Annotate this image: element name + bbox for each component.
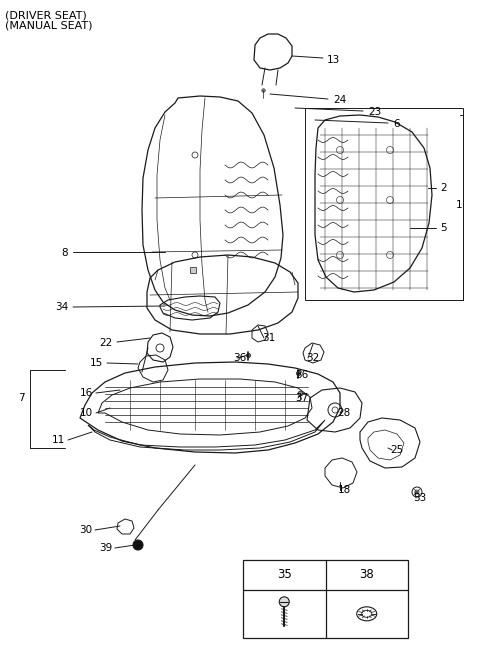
Text: 34: 34 xyxy=(55,302,68,312)
Text: 18: 18 xyxy=(338,485,351,495)
Text: 8: 8 xyxy=(61,248,68,258)
Text: 30: 30 xyxy=(79,525,92,535)
Text: 2: 2 xyxy=(440,183,446,193)
Circle shape xyxy=(279,597,289,607)
Text: 37: 37 xyxy=(295,393,308,403)
Text: 11: 11 xyxy=(52,435,65,445)
Text: 36: 36 xyxy=(233,353,246,363)
Text: 22: 22 xyxy=(100,338,113,348)
Text: 31: 31 xyxy=(262,333,275,343)
Text: 32: 32 xyxy=(306,353,319,363)
Text: 23: 23 xyxy=(368,107,381,117)
Text: 15: 15 xyxy=(90,358,103,368)
Text: 13: 13 xyxy=(327,55,340,65)
Text: 5: 5 xyxy=(440,223,446,233)
Text: 33: 33 xyxy=(413,493,426,503)
Text: (MANUAL SEAT): (MANUAL SEAT) xyxy=(5,21,93,31)
Text: 7: 7 xyxy=(18,393,24,403)
Text: 35: 35 xyxy=(277,568,292,581)
Text: (DRIVER SEAT): (DRIVER SEAT) xyxy=(5,10,87,20)
Circle shape xyxy=(133,540,143,550)
Text: 10: 10 xyxy=(80,408,93,418)
Text: 16: 16 xyxy=(80,388,93,398)
Text: 39: 39 xyxy=(99,543,112,553)
Text: 24: 24 xyxy=(333,95,346,105)
Bar xyxy=(243,560,408,638)
Text: 38: 38 xyxy=(360,568,374,581)
Text: 36: 36 xyxy=(295,370,308,380)
Text: 1: 1 xyxy=(456,200,463,210)
Text: 25: 25 xyxy=(390,445,403,455)
Bar xyxy=(305,108,463,300)
Text: 28: 28 xyxy=(337,408,350,418)
Text: 6: 6 xyxy=(393,119,400,129)
